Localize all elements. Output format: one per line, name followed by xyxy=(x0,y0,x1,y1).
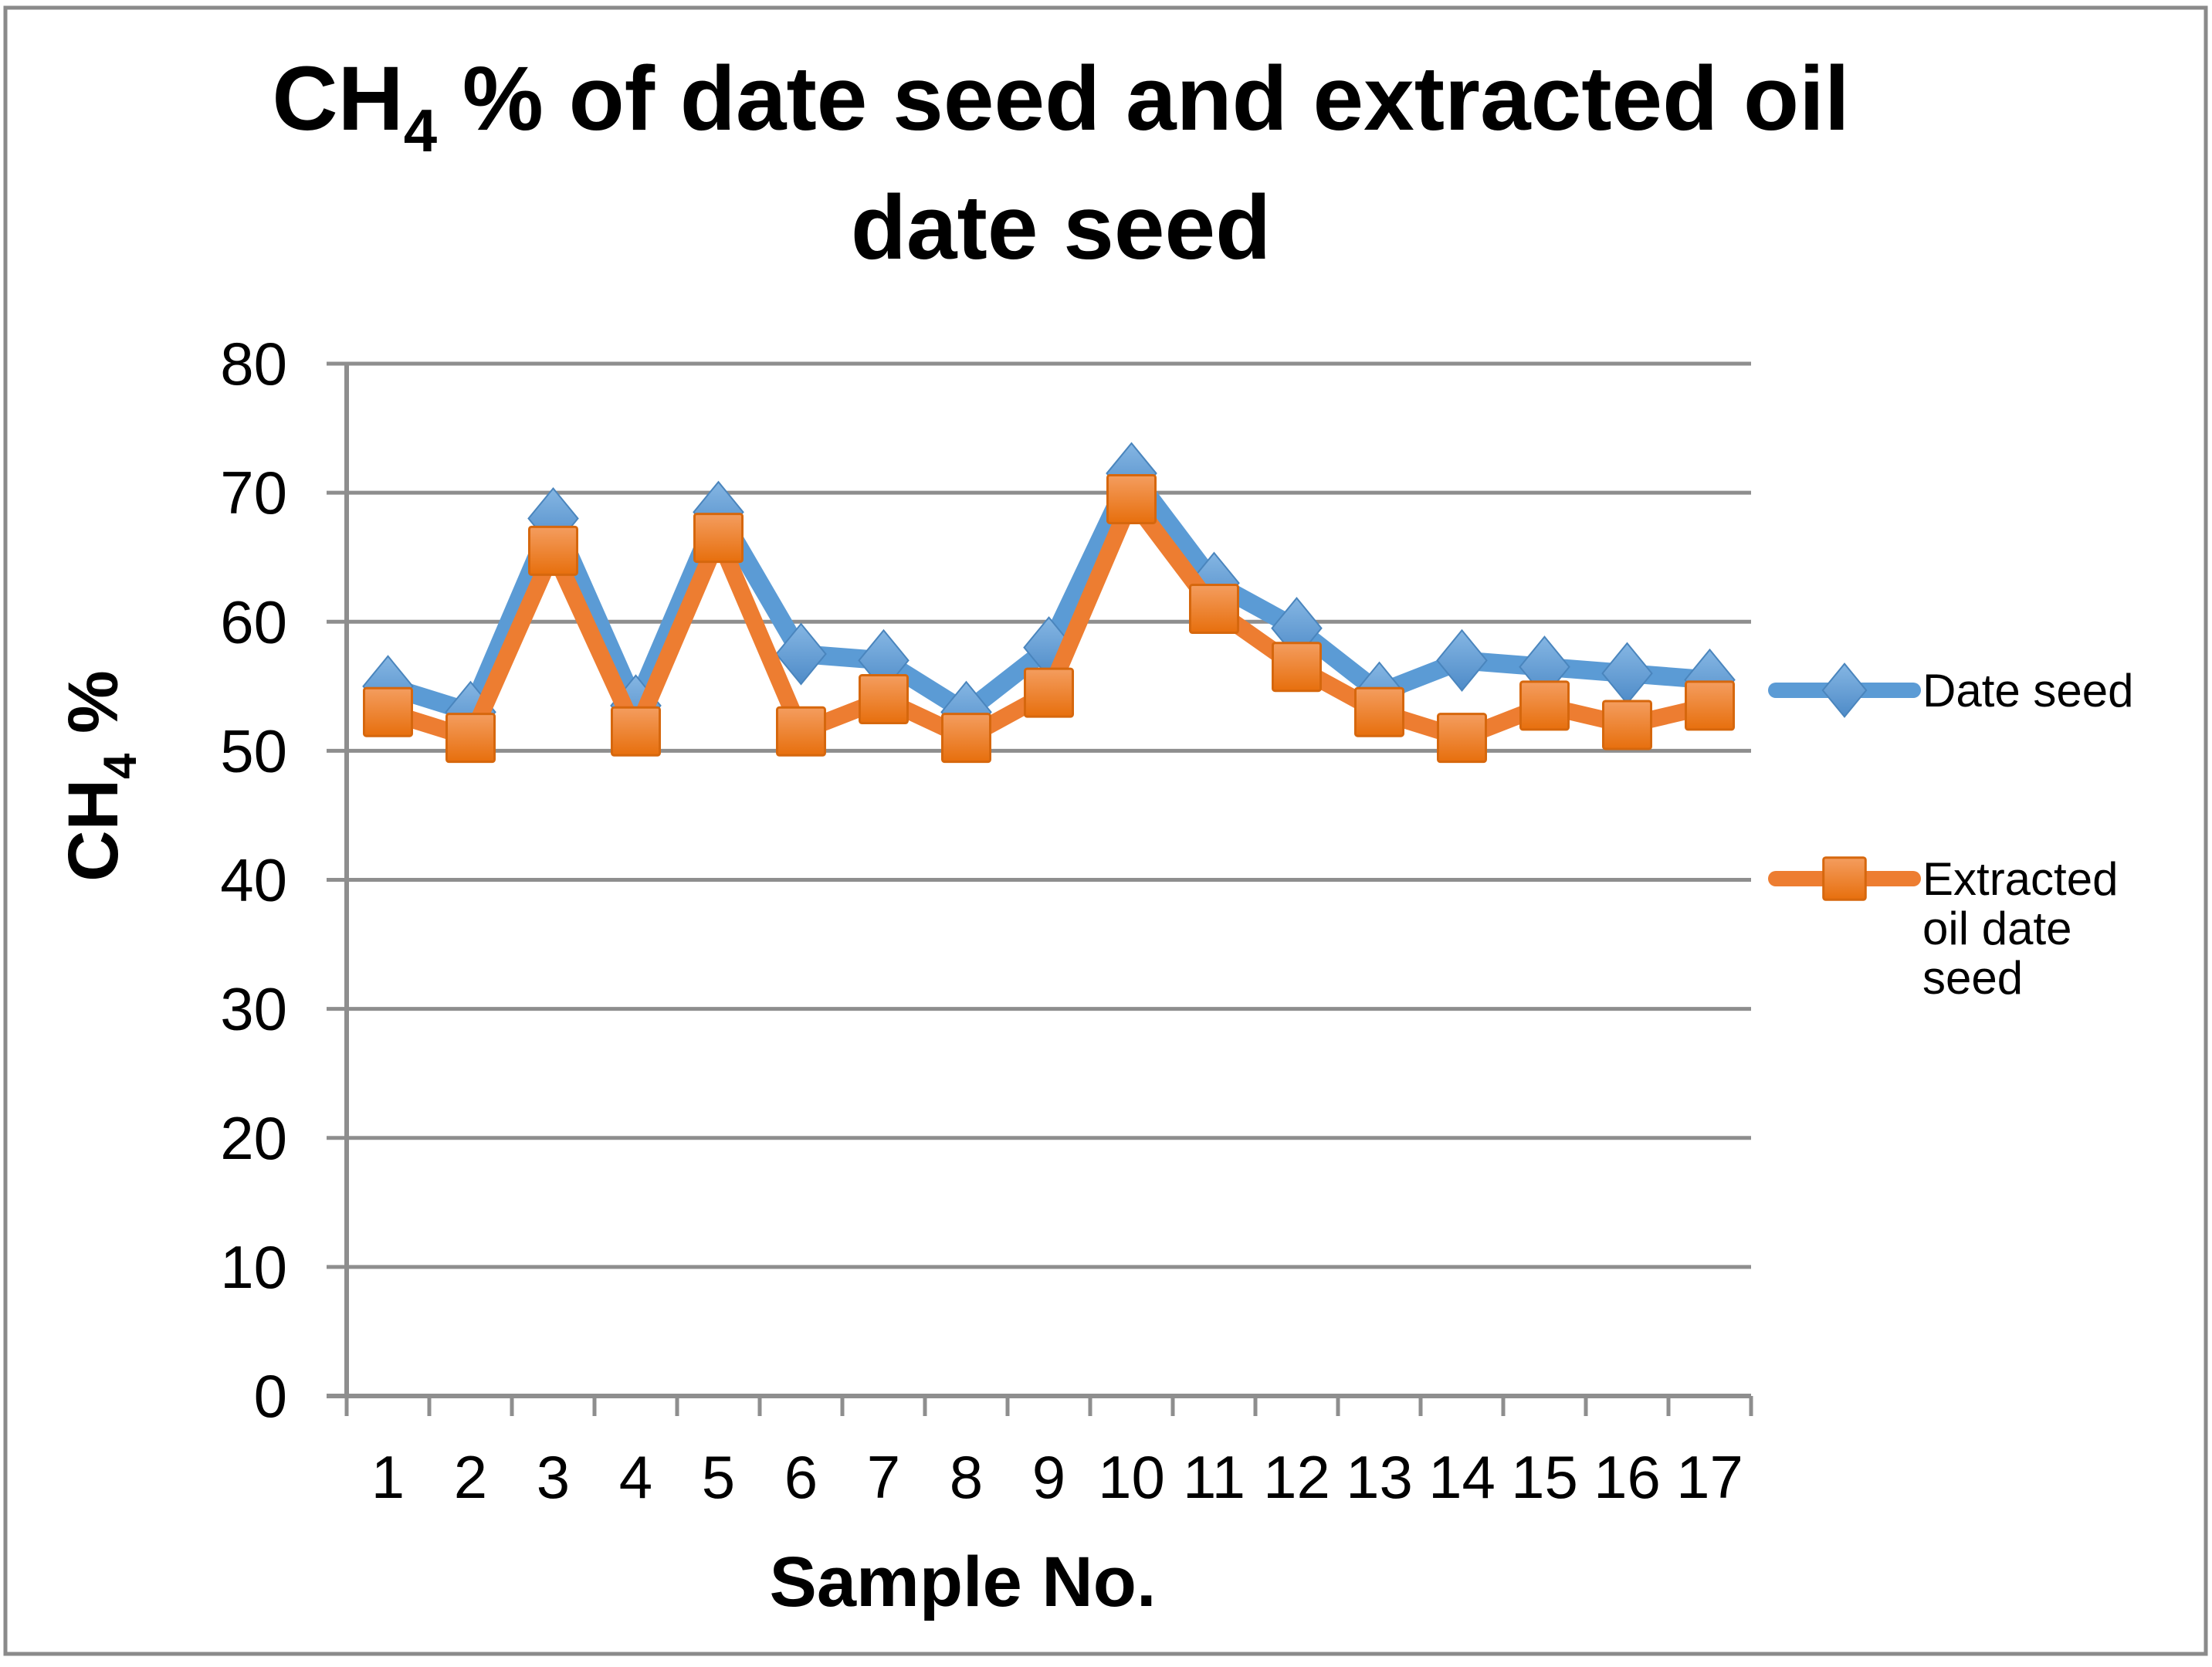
text-part: CH xyxy=(272,48,403,150)
legend-square-marker-icon xyxy=(1822,856,1867,901)
x-tick-label: 7 xyxy=(867,1443,900,1511)
series-date-seed-marker xyxy=(1436,629,1488,692)
x-tick-label: 4 xyxy=(619,1443,652,1511)
legend-label-extracted-oil-date-seed-line-0: Extracted xyxy=(1922,853,2118,905)
legend-label-extracted-oil-date-seed-line-1: oil date xyxy=(1922,903,2071,954)
text-part: % xyxy=(54,670,133,753)
x-tick-label: 16 xyxy=(1594,1443,1661,1511)
series-extracted-oil-date-seed xyxy=(363,473,1735,764)
x-axis-title: Sample No. xyxy=(769,1543,1156,1621)
x-tick-label: 3 xyxy=(537,1443,570,1511)
series-extracted-oil-date-seed-marker xyxy=(1024,667,1074,718)
y-axis-title: CH4 % xyxy=(54,670,146,882)
x-tick-label: 8 xyxy=(950,1443,983,1511)
series-extracted-oil-date-seed-marker xyxy=(1272,642,1322,693)
y-tick-labels: 80 70 60 50 40 30 20 10 0 xyxy=(220,330,287,1430)
legend-label-extracted-oil-date-seed-line-2: seed xyxy=(1922,952,2023,1004)
text-part: 4 xyxy=(404,97,437,164)
x-tick-label: 12 xyxy=(1263,1443,1330,1511)
x-tick-label: 17 xyxy=(1676,1443,1743,1511)
series-extracted-oil-date-seed-marker xyxy=(1189,584,1239,635)
chart-title-line-2: date seed xyxy=(851,177,1271,279)
series-extracted-oil-date-seed-marker xyxy=(859,674,909,725)
x-tick-labels: 1 2 3 4 5 6 7 8 9 10 11 12 13 14 15 16 17 xyxy=(371,1443,1743,1511)
series-extracted-oil-date-seed-marker xyxy=(1602,700,1652,750)
legend-diamond-marker-icon xyxy=(1821,662,1868,718)
series-extracted-oil-date-seed-marker xyxy=(1685,680,1735,731)
series-extracted-oil-date-seed-marker xyxy=(528,525,578,576)
series-extracted-oil-date-seed-marker xyxy=(445,713,496,764)
series-date-seed-marker xyxy=(775,622,827,686)
x-tick-label: 11 xyxy=(1183,1443,1245,1511)
series-extracted-oil-date-seed-marker xyxy=(1354,686,1404,737)
y-tick-label: 70 xyxy=(220,459,287,527)
x-tick-label: 2 xyxy=(454,1443,487,1511)
legend-label-date-seed-line-0: Date seed xyxy=(1922,665,2134,717)
series-extracted-oil-date-seed-marker xyxy=(363,686,413,737)
gridlines xyxy=(327,361,1751,1269)
x-tick-label: 14 xyxy=(1428,1443,1496,1511)
text-part: date seed xyxy=(851,177,1271,279)
y-tick-label: 0 xyxy=(254,1362,287,1430)
y-tick-label: 20 xyxy=(220,1104,287,1172)
y-tick-label: 60 xyxy=(220,588,287,656)
series-extracted-oil-date-seed-marker xyxy=(1106,473,1157,524)
figure-border xyxy=(3,5,2208,1656)
x-tick-label: 10 xyxy=(1098,1443,1165,1511)
series-extracted-oil-date-seed-marker xyxy=(611,706,661,757)
series-extracted-oil-date-seed-marker xyxy=(1519,680,1570,731)
chart-title-line-1: CH4 % of date seed and extracted oil xyxy=(272,48,1849,164)
series-extracted-oil-date-seed-marker xyxy=(776,706,826,757)
text-part: CH xyxy=(54,779,133,882)
x-axis-ticks xyxy=(344,1396,1753,1416)
series-extracted-oil-date-seed-marker xyxy=(1437,713,1487,764)
x-tick-label: 9 xyxy=(1032,1443,1065,1511)
y-tick-label: 10 xyxy=(220,1233,287,1301)
x-tick-label: 1 xyxy=(371,1443,405,1511)
x-tick-label: 13 xyxy=(1346,1443,1413,1511)
y-tick-label: 50 xyxy=(220,717,287,784)
x-tick-label: 6 xyxy=(784,1443,818,1511)
text-part: 4 xyxy=(94,753,146,779)
y-tick-label: 30 xyxy=(220,975,287,1043)
y-tick-label: 80 xyxy=(220,330,287,398)
series-extracted-oil-date-seed-marker xyxy=(941,713,991,764)
y-tick-label: 40 xyxy=(220,846,287,914)
x-tick-label: 5 xyxy=(702,1443,735,1511)
series-extracted-oil-date-seed-marker xyxy=(693,513,744,564)
x-tick-label: 15 xyxy=(1511,1443,1578,1511)
text-part: % of date seed and extracted oil xyxy=(437,48,1850,150)
legend-item-date-seed: Date seed xyxy=(1768,662,2134,718)
